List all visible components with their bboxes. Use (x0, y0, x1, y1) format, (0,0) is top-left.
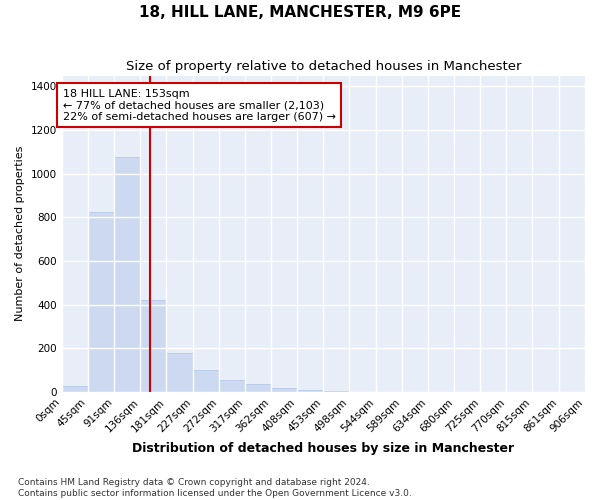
Text: 18 HILL LANE: 153sqm
← 77% of detached houses are smaller (2,103)
22% of semi-de: 18 HILL LANE: 153sqm ← 77% of detached h… (63, 88, 336, 122)
Bar (298, 390, 323, 392)
Bar (245, 384, 271, 392)
Bar (271, 388, 297, 392)
Text: 18, HILL LANE, MANCHESTER, M9 6PE: 18, HILL LANE, MANCHESTER, M9 6PE (139, 5, 461, 20)
Bar (193, 370, 218, 392)
X-axis label: Distribution of detached houses by size in Manchester: Distribution of detached houses by size … (132, 442, 514, 455)
Bar (140, 300, 166, 392)
Y-axis label: Number of detached properties: Number of detached properties (15, 146, 25, 322)
Bar (219, 380, 245, 392)
Bar (323, 391, 349, 392)
Text: Contains HM Land Registry data © Crown copyright and database right 2024.
Contai: Contains HM Land Registry data © Crown c… (18, 478, 412, 498)
Title: Size of property relative to detached houses in Manchester: Size of property relative to detached ho… (125, 60, 521, 73)
Bar (115, 158, 140, 392)
Bar (166, 352, 193, 392)
Bar (88, 212, 114, 392)
Bar (62, 386, 88, 392)
